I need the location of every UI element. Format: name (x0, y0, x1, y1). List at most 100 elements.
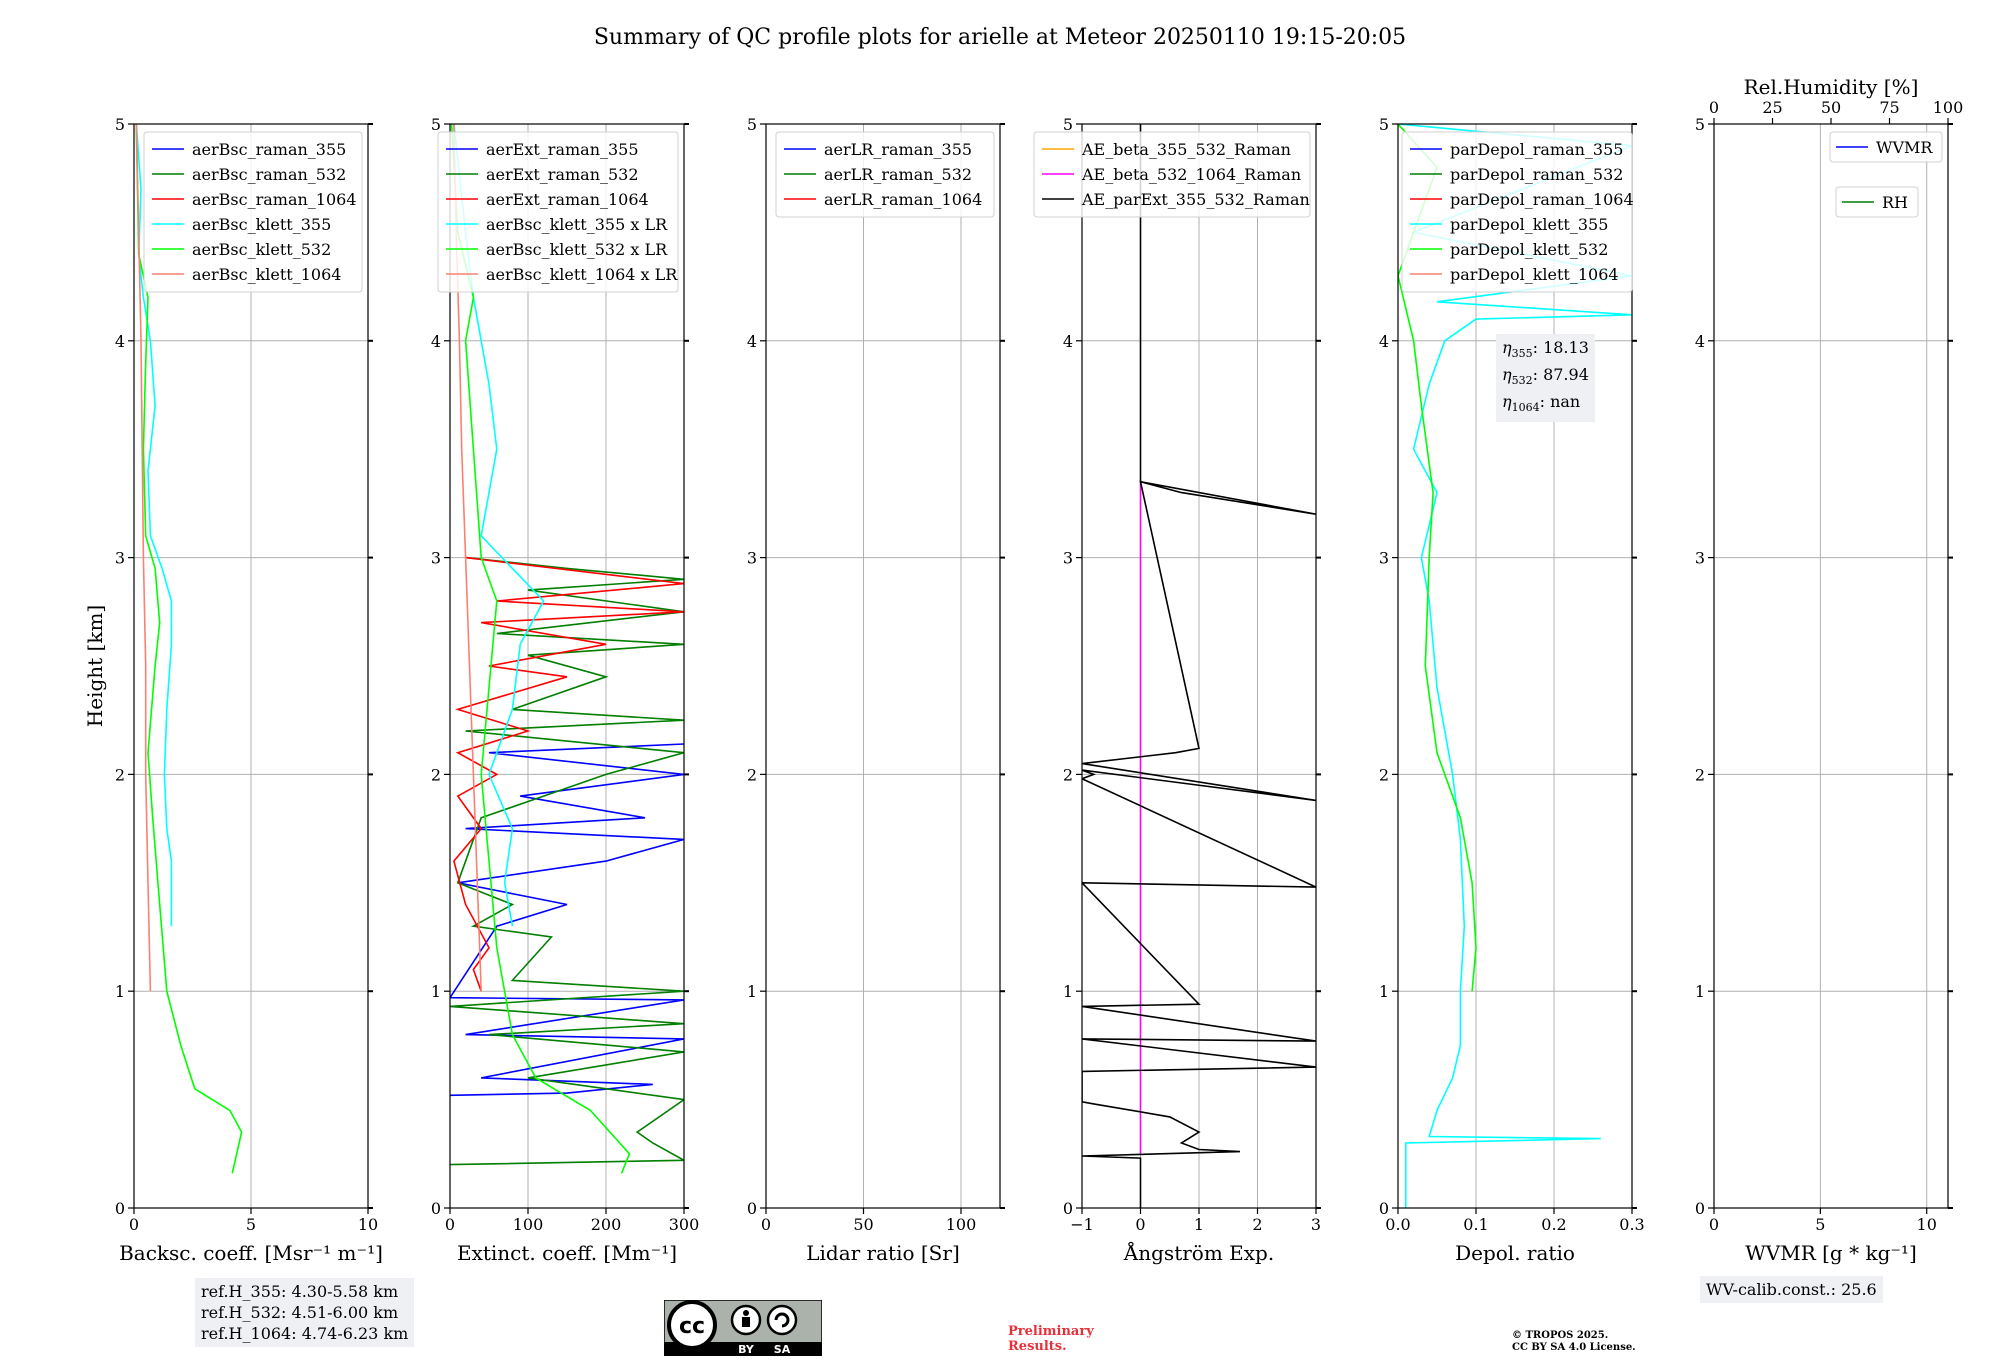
eta-532: η532: 87.94 (1502, 365, 1589, 388)
legend-label-aerBsc_klett_355: aerBsc_klett_355 (192, 215, 331, 234)
legend-label-aerExt_raman_1064: aerExt_raman_1064 (486, 190, 649, 209)
legend: aerExt_raman_355 aerExt_raman_532 aerExt_r… (437, 131, 679, 293)
x-tick-label: 2 (1252, 1215, 1262, 1234)
y-tick-label: 5 (747, 115, 757, 134)
cc-circle-icon (667, 1300, 717, 1350)
legend-label-aerBsc_raman_532: aerBsc_raman_532 (192, 165, 346, 184)
y-axis-label: Height [km] (83, 605, 107, 727)
x-tick-label: 3 (1311, 1215, 1321, 1234)
legend-label-aerBsc_klett_532 x LR: aerBsc_klett_532 x LR (486, 240, 668, 259)
x-tick-label: 5 (246, 1215, 256, 1234)
legend-label-aerBsc_klett_1064 x LR: aerBsc_klett_1064 x LR (486, 265, 678, 284)
y-tick-label: 4 (115, 332, 125, 351)
legend-label-aerBsc_raman_355: aerBsc_raman_355 (192, 140, 346, 159)
x-tick-label: 100 (513, 1215, 544, 1234)
series-aerBsc_klett_355 (135, 124, 173, 927)
cc-badge-text: cc (679, 1314, 705, 1339)
legend-label-parDepol_raman_1064: parDepol_raman_1064 (1450, 190, 1634, 209)
series-AE_parExt_355_532_Raman (1082, 124, 1316, 1208)
legend-label-aerBsc_klett_532: aerBsc_klett_532 (192, 240, 331, 259)
legend-label-aerBsc_raman_1064: aerBsc_raman_1064 (192, 190, 357, 209)
x-tick-label: 0 (129, 1215, 139, 1234)
y-tick-label: 1 (1063, 982, 1073, 1001)
y-tick-label: 1 (747, 982, 757, 1001)
legend-label-aerExt_raman_355: aerExt_raman_355 (486, 140, 639, 159)
y-tick-label: 1 (1379, 982, 1389, 1001)
y-tick-label: 2 (1695, 765, 1705, 784)
preliminary-line2: Results. (1008, 1339, 1067, 1354)
preliminary-line1: Preliminary (1008, 1324, 1094, 1339)
y-tick-label: 1 (115, 982, 125, 1001)
copyright-note: © TROPOS 2025. CC BY SA 4.0 License. (1512, 1330, 1636, 1354)
axes-frame (765, 123, 1001, 1209)
x-axis-label: Lidar ratio [Sr] (806, 1241, 960, 1265)
x-tick-label: 300 (669, 1215, 700, 1234)
legend-label-parDepol_klett_532: parDepol_klett_532 (1450, 240, 1608, 259)
series-aerExt_raman_1064 (453, 556, 684, 992)
copyright-line2: CC BY SA 4.0 License. (1512, 1342, 1636, 1353)
y-tick-label: 5 (1379, 115, 1389, 134)
legend-label-parDepol_klett_355: parDepol_klett_355 (1450, 215, 1608, 234)
y-tick-label: 2 (1379, 765, 1389, 784)
series-aerBsc_klett_532 x LR (450, 124, 631, 1174)
y-tick-label: 3 (1063, 549, 1073, 568)
legend-label-AE_beta_355_532_Raman: AE_beta_355_532_Raman (1081, 140, 1291, 159)
legend-box (1829, 131, 1943, 163)
legend-label: RH (1882, 193, 1908, 212)
x-axis-label: Backsc. coeff. [Msr⁻¹ m⁻¹] (119, 1241, 383, 1265)
series-parDepol_klett_355 (1398, 124, 1632, 1208)
y-tick-label: 5 (1695, 115, 1705, 134)
x2-tick-label: 25 (1762, 98, 1782, 117)
y-tick-label: 4 (1695, 332, 1705, 351)
x2-tick-label: 100 (1933, 98, 1964, 117)
legend-RH: RH (1835, 186, 1919, 218)
x-tick-label: 0.0 (1385, 1215, 1410, 1234)
y-tick-label: 0 (115, 1199, 125, 1218)
x-tick-label: 0.3 (1619, 1215, 1644, 1234)
cc-sa-label: SA (774, 1343, 791, 1356)
legend-label-aerBsc_klett_355 x LR: aerBsc_klett_355 x LR (486, 215, 668, 234)
legend: parDepol_raman_355 parDepol_raman_532 parD… (1401, 131, 1634, 293)
x-tick-label: 1 (1194, 1215, 1204, 1234)
ref-height-355: ref.H_355: 4.30-5.58 km (201, 1282, 399, 1301)
y-tick-label: 0 (431, 1199, 441, 1218)
sa-share-icon (766, 1304, 798, 1336)
x-tick-label: 5 (1815, 1215, 1825, 1234)
x-tick-label: 0 (1709, 1215, 1719, 1234)
x-tick-label: −1 (1070, 1215, 1094, 1234)
y-tick-label: 1 (431, 982, 441, 1001)
y-tick-label: 4 (1063, 332, 1073, 351)
series-aerExt_raman_532 (450, 556, 684, 1166)
legend: AE_beta_355_532_Raman AE_beta_532_1064_Ra… (1033, 131, 1311, 218)
series-aerExt_raman_355 (450, 743, 684, 1097)
x-tick-label: 0 (761, 1215, 771, 1234)
y-tick-label: 2 (747, 765, 757, 784)
legend-label-aerExt_raman_532: aerExt_raman_532 (486, 165, 639, 184)
x-tick-label: 0 (445, 1215, 455, 1234)
y-tick-label: 3 (115, 549, 125, 568)
y-tick-label: 1 (1695, 982, 1705, 1001)
panel-lidar_ratio: 0 50 100 0 1 2 3 4 5 Lidar ratio [Sr] aerLR_raman_… (747, 115, 1005, 1265)
legend: aerBsc_raman_355 aerBsc_raman_532 aerBsc_r… (143, 131, 363, 293)
legend-label-parDepol_klett_1064: parDepol_klett_1064 (1450, 265, 1619, 284)
y-tick-label: 3 (747, 549, 757, 568)
eta-355: η355: 18.13 (1502, 338, 1589, 361)
legend-label-AE_parExt_355_532_Raman: AE_parExt_355_532_Raman (1081, 190, 1310, 209)
y-tick-label: 5 (431, 115, 441, 134)
x-tick-label: 0 (1135, 1215, 1145, 1234)
cc-by-label: BY (738, 1343, 755, 1356)
ref-height-1064: ref.H_1064: 4.74-6.23 km (201, 1324, 409, 1343)
ref-height-532: ref.H_532: 4.51-6.00 km (201, 1303, 399, 1322)
legend-box (775, 131, 995, 218)
y-tick-label: 0 (1063, 1199, 1073, 1218)
panel-extinction: 0 100 200 300 0 1 2 3 4 5 Extinct. coeff. [Mm⁻¹] ae… (431, 115, 699, 1265)
x2-axis-label: Rel.Humidity [%] (1744, 75, 1919, 99)
panel-depolarization: 0.0 0.1 0.2 0.3 0 1 2 3 4 5 Depol. ratio parDepol_r… (1379, 115, 1645, 1265)
y-tick-label: 2 (431, 765, 441, 784)
y-tick-label: 4 (431, 332, 441, 351)
y-tick-label: 5 (1063, 115, 1073, 134)
legend-label-aerLR_raman_355: aerLR_raman_355 (824, 140, 972, 159)
